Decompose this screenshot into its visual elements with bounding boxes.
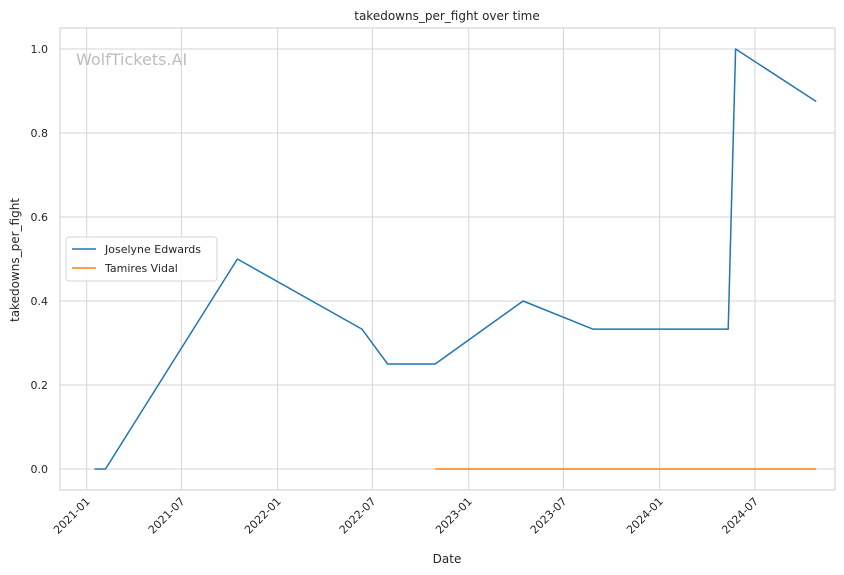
chart-title: takedowns_per_fight over time [354,9,540,23]
x-tick-label: 2022-07 [337,495,379,537]
y-tick-label: 0.8 [31,127,49,140]
x-tick-label: 2021-01 [51,495,93,537]
y-tick-label: 0.6 [31,211,49,224]
series-lines [94,48,817,470]
legend-label-joselyne-edwards: Joselyne Edwards [104,243,201,256]
x-axis-ticks: 2021-01 2021-07 2022-01 2022-07 2023-01 2023-… [51,495,761,537]
x-tick-label: 2021-07 [146,495,188,537]
y-tick-label: 0.2 [31,379,49,392]
y-axis-ticks: 0.0 0.2 0.4 0.6 0.8 1.0 [31,43,49,476]
x-tick-label: 2022-01 [242,495,284,537]
x-tick-label: 2023-01 [433,495,475,537]
x-tick-label: 2023-07 [528,495,570,537]
y-tick-label: 1.0 [31,43,49,56]
series-line-joselyne-edwards [94,48,817,470]
x-tick-label: 2024-07 [719,495,761,537]
legend-box [65,236,218,282]
watermark: WolfTickets.AI [76,50,187,69]
x-tick-label: 2024-01 [624,495,666,537]
y-tick-label: 0.0 [31,463,49,476]
x-axis-label: Date [433,552,462,566]
legend-label-tamires-vidal: Tamires Vidal [104,262,178,275]
y-axis-label: takedowns_per_fight [8,198,22,322]
y-tick-label: 0.4 [31,295,49,308]
legend: Joselyne Edwards Tamires Vidal [65,236,218,282]
